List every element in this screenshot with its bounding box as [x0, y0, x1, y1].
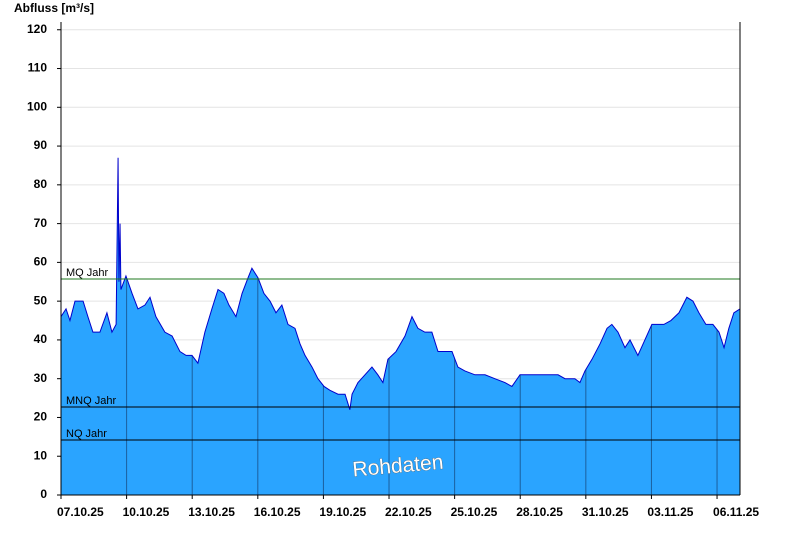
- y-axis-label: Abfluss [m³/s]: [14, 1, 94, 15]
- x-tick-label: 22.10.25: [385, 505, 432, 519]
- reference-label: MNQ Jahr: [66, 395, 116, 407]
- x-tick-label: 07.10.25: [57, 505, 104, 519]
- y-tick-label: 0: [40, 487, 47, 501]
- y-tick-label: 80: [34, 177, 48, 191]
- x-tick-label: 31.10.25: [582, 505, 629, 519]
- y-tick-label: 70: [34, 216, 48, 230]
- x-tick-label: 06.11.25: [713, 505, 759, 519]
- x-tick-label: 19.10.25: [319, 505, 366, 519]
- x-tick-label: 03.11.25: [647, 505, 693, 519]
- y-tick-label: 40: [34, 332, 48, 346]
- reference-label: NQ Jahr: [66, 428, 107, 440]
- y-tick-label: 10: [34, 448, 48, 462]
- reference-label: MQ Jahr: [66, 267, 109, 279]
- x-tick-label: 13.10.25: [188, 505, 235, 519]
- x-tick-label: 28.10.25: [516, 505, 563, 519]
- x-tick-label: 25.10.25: [451, 505, 498, 519]
- y-tick-label: 100: [27, 99, 47, 113]
- area-outline: [60, 157, 741, 410]
- y-tick-label: 110: [28, 61, 48, 75]
- y-tick-label: 20: [34, 410, 48, 424]
- x-tick-label: 10.10.25: [123, 505, 170, 519]
- y-tick-label: 30: [34, 371, 48, 385]
- y-tick-label: 90: [34, 138, 48, 152]
- y-tick-label: 60: [34, 255, 48, 269]
- y-tick-label: 120: [27, 22, 47, 36]
- area: [61, 157, 740, 495]
- y-tick-label: 50: [34, 293, 48, 307]
- x-tick-label: 16.10.25: [254, 505, 301, 519]
